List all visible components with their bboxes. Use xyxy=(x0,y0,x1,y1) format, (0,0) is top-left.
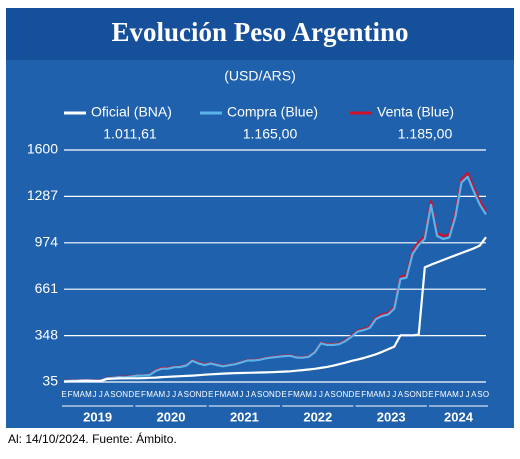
x-tick-label: D xyxy=(422,390,428,399)
x-tick-label: F xyxy=(361,390,366,399)
y-tick-label: 348 xyxy=(35,326,59,342)
x-tick-label: N xyxy=(342,390,348,399)
year-label: 2023 xyxy=(377,409,406,424)
x-tick-label: A xyxy=(324,390,330,399)
x-tick-label: J xyxy=(93,390,97,399)
y-tick-label: 1600 xyxy=(27,141,58,157)
x-tick-label: J xyxy=(245,390,249,399)
x-tick-label: D xyxy=(202,390,208,399)
year-label: 2019 xyxy=(83,409,112,424)
x-tick-label: M xyxy=(232,390,239,399)
x-tick-label: J xyxy=(166,390,170,399)
x-tick-label: O xyxy=(116,390,122,399)
x-tick-label: S xyxy=(330,390,335,399)
x-tick-label: M xyxy=(366,390,373,399)
x-tick-label: S xyxy=(184,390,189,399)
x-tick-label: O xyxy=(409,390,415,399)
series-line xyxy=(63,236,487,383)
legend-label: Venta (Blue) xyxy=(377,104,454,120)
x-tick-label: O xyxy=(189,390,195,399)
x-tick-label: M xyxy=(159,390,166,399)
x-tick-label: F xyxy=(68,390,73,399)
x-tick-label: N xyxy=(269,390,275,399)
x-tick-label: J xyxy=(172,390,176,399)
subtitle: (USD/ARS) xyxy=(224,68,296,84)
x-tick-label: A xyxy=(251,390,257,399)
x-tick-label: D xyxy=(128,390,134,399)
year-label: 2024 xyxy=(444,409,474,424)
x-tick-label: O xyxy=(263,390,269,399)
x-tick-label: O xyxy=(336,390,342,399)
x-tick-label: A xyxy=(398,390,404,399)
y-tick-label: 35 xyxy=(42,373,58,389)
x-tick-label: E xyxy=(135,390,140,399)
year-label: 2022 xyxy=(303,409,332,424)
x-tick-label: M xyxy=(85,390,92,399)
x-tick-label: F xyxy=(141,390,146,399)
y-tick-label: 1287 xyxy=(27,187,58,203)
x-tick-label: A xyxy=(447,390,453,399)
x-tick-label: N xyxy=(122,390,128,399)
x-tick-label: J xyxy=(239,390,243,399)
x-tick-label: A xyxy=(226,390,232,399)
y-tick-label: 661 xyxy=(35,280,59,296)
x-tick-label: J xyxy=(313,390,317,399)
last-value-label: 1.165,00 xyxy=(243,126,298,142)
chart-title: Evolución Peso Argentino xyxy=(111,17,408,47)
x-tick-label: A xyxy=(178,390,184,399)
x-tick-label: J xyxy=(386,390,390,399)
x-tick-label: E xyxy=(282,390,287,399)
x-tick-label: A xyxy=(104,390,110,399)
legend-label: Compra (Blue) xyxy=(227,104,318,120)
x-tick-label: A xyxy=(300,390,306,399)
legend-label: Oficial (BNA) xyxy=(91,104,172,120)
x-tick-label: M xyxy=(146,390,153,399)
x-tick-label: M xyxy=(220,390,227,399)
series-line xyxy=(63,175,487,383)
x-tick-label: F xyxy=(288,390,293,399)
x-tick-label: S xyxy=(257,390,262,399)
x-tick-label: A xyxy=(373,390,379,399)
x-tick-label: E xyxy=(355,390,360,399)
x-tick-label: N xyxy=(196,390,202,399)
x-tick-label: A xyxy=(80,390,86,399)
x-tick-label: O xyxy=(483,390,489,399)
x-tick-label: S xyxy=(110,390,115,399)
x-tick-label: D xyxy=(349,390,355,399)
x-tick-label: J xyxy=(319,390,323,399)
x-tick-label: M xyxy=(452,390,459,399)
x-tick-label: M xyxy=(293,390,300,399)
footnote: Al: 14/10/2024. Fuente: Ámbito. xyxy=(8,431,177,446)
x-tick-label: J xyxy=(466,390,470,399)
year-label: 2021 xyxy=(230,409,259,424)
year-label: 2020 xyxy=(157,409,186,424)
x-tick-label: M xyxy=(305,390,312,399)
x-tick-label: A xyxy=(471,390,477,399)
x-tick-label: D xyxy=(275,390,281,399)
title-bar xyxy=(6,8,514,60)
x-tick-label: M xyxy=(73,390,80,399)
x-tick-label: E xyxy=(208,390,213,399)
x-tick-label: S xyxy=(404,390,409,399)
x-tick-label: A xyxy=(153,390,159,399)
last-value-label: 1.011,61 xyxy=(103,126,157,142)
x-tick-label: J xyxy=(392,390,396,399)
x-tick-label: E xyxy=(61,390,66,399)
x-tick-label: N xyxy=(416,390,422,399)
y-tick-label: 974 xyxy=(35,234,59,250)
last-value-label: 1.185,00 xyxy=(398,126,453,142)
x-tick-label: S xyxy=(477,390,482,399)
x-tick-label: J xyxy=(460,390,464,399)
x-tick-label: M xyxy=(379,390,386,399)
x-tick-label: J xyxy=(99,390,103,399)
x-tick-label: M xyxy=(440,390,447,399)
x-tick-label: F xyxy=(214,390,219,399)
x-tick-label: E xyxy=(428,390,433,399)
x-tick-label: F xyxy=(435,390,440,399)
